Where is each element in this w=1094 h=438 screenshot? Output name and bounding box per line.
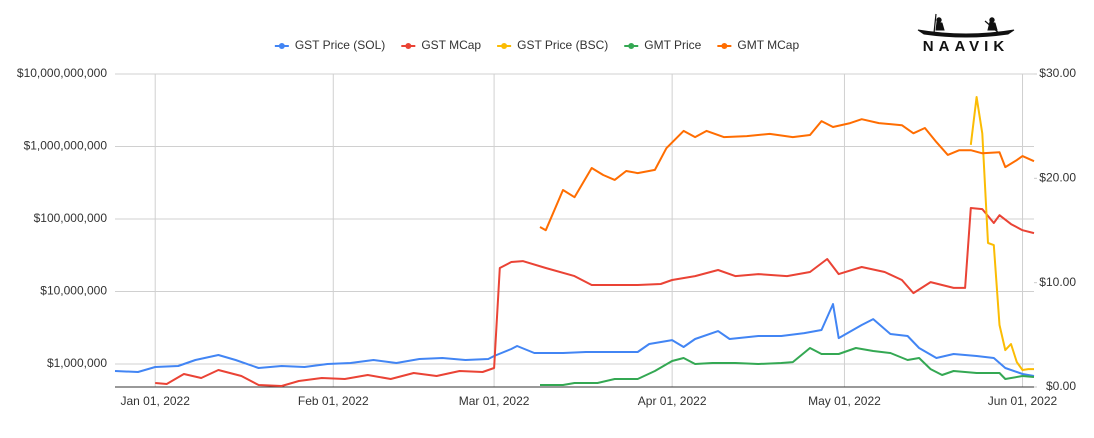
legend-label: GST Price (SOL): [295, 38, 385, 52]
y-tick-label: $10,000,000: [40, 284, 107, 298]
legend-label: GMT MCap: [737, 38, 799, 52]
series-line: [539, 118, 1035, 232]
x-tick-label: May 01, 2022: [808, 394, 881, 408]
legend-label: GST Price (BSC): [517, 38, 608, 52]
y-tick-label: $1,000,000: [47, 356, 107, 370]
y2-tick-label: $30.00: [1039, 66, 1076, 80]
logo-boat: [917, 13, 1015, 38]
legend-dot: [501, 43, 508, 49]
legend-dot: [721, 43, 728, 49]
y2-tick-label: $10.00: [1039, 275, 1076, 289]
legend-dot: [405, 43, 412, 49]
x-tick-label: Feb 01, 2022: [298, 394, 369, 408]
legend-label: GST MCap: [421, 38, 481, 52]
x-tick-label: Mar 01, 2022: [459, 394, 530, 408]
y2-tick-label: $20.00: [1039, 171, 1076, 185]
legend-dot: [628, 43, 635, 49]
legend-label: GMT Price: [644, 38, 701, 52]
y-tick-label: $100,000,000: [34, 211, 108, 225]
y-tick-label: $1,000,000,000: [24, 139, 108, 153]
y2-tick-label: $0.00: [1046, 379, 1076, 393]
series-line: [540, 347, 1035, 386]
y-tick-label: $10,000,000,000: [17, 66, 107, 80]
x-tick-label: Jun 01, 2022: [988, 394, 1058, 408]
series-line: [969, 96, 1034, 371]
x-tick-label: Jan 01, 2022: [121, 394, 191, 408]
logo: NAAVIK: [923, 38, 1009, 55]
series-line: [155, 207, 1035, 387]
series-line: [114, 303, 1035, 377]
legend-dot: [278, 43, 285, 49]
x-tick-label: Apr 01, 2022: [638, 394, 707, 408]
